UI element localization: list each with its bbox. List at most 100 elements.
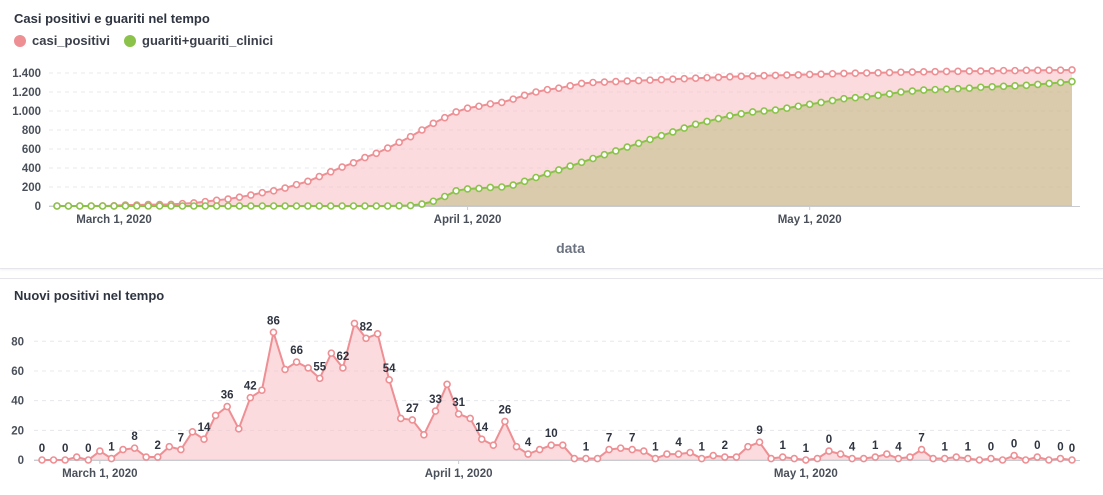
data-point [535,445,544,454]
data-label: 0 [62,443,68,455]
data-point [714,73,723,82]
y-tick-label: 400 [22,163,41,175]
data-point [1068,66,1076,74]
data-point [634,139,643,148]
data-point [463,185,472,193]
data-point [121,202,130,210]
data-point [520,177,529,186]
data-point [612,77,620,86]
data-point [600,78,609,86]
data-point [703,73,711,82]
data-label: 1 [941,442,948,454]
data-point [269,187,278,195]
data-point [871,453,880,461]
data-point [130,444,139,452]
data-point [851,69,860,77]
data-label: 82 [360,321,373,333]
data-label: 0 [1057,442,1063,454]
data-point [1033,453,1042,461]
data-point [558,441,567,449]
data-point [589,154,597,163]
data-point [211,411,220,420]
data-point [940,454,949,463]
data-point [1068,456,1076,464]
data-point [406,132,415,141]
data-point [874,69,882,77]
data-label: 27 [406,403,419,415]
data-point [72,453,81,461]
data-label: 54 [383,363,396,375]
data-point [1045,79,1053,88]
data-point [338,202,346,210]
data-label: 0 [1011,439,1017,451]
data-point [623,143,632,151]
data-label: 0 [826,434,832,446]
data-point [532,88,540,96]
data-point [998,456,1007,464]
data-point [999,82,1008,91]
data-point [258,386,266,395]
legend-label-casi-positivi: casi_positivi [32,33,111,48]
data-point [589,78,597,87]
data-point [965,84,974,92]
data-point [119,445,127,454]
data-point [292,180,301,189]
data-point [96,447,104,455]
data-point [771,106,780,114]
y-tick-label: 200 [22,182,41,194]
data-point [543,85,552,94]
data-point [372,149,381,158]
data-point [760,107,768,115]
data-point [144,202,153,210]
data-point [874,91,882,100]
cumulative-chart-svg[interactable]: 0 200 400 600 800 1.000 1.200 1.400 March 1, 202… [0,0,1103,268]
data-point [304,364,312,372]
data-point [165,442,174,451]
data-point [87,202,96,210]
data-point [828,96,837,105]
data-point [1011,66,1019,75]
data-point [315,374,324,383]
data-point [475,184,483,193]
data-point [657,75,666,84]
data-point [1056,454,1065,463]
data-point [790,454,799,463]
x-tick-label: April 1, 2020 [425,468,493,480]
data-point [177,445,185,454]
data-point [748,72,757,80]
data-point [680,74,689,83]
data-point [840,69,848,78]
data-label: 0 [988,442,994,454]
data-point [726,111,734,120]
data-point [269,328,278,337]
data-point [489,441,498,449]
x-tick-label: April 1, 2020 [434,214,502,226]
data-point [385,376,393,384]
data-point [110,202,118,210]
legend-item-guariti[interactable]: guariti+guariti_clinici [124,33,273,48]
x-tick-label: May 1, 2020 [774,468,838,480]
data-point [429,119,438,128]
data-label: 4 [849,442,856,454]
data-point [486,100,495,108]
data-point [802,456,810,464]
data-point [593,454,602,463]
data-point [737,110,746,118]
chart-legend: casi_positivi guariti+guariti_clinici [14,33,273,48]
data-point [61,456,69,464]
data-point [190,202,198,210]
data-point [894,454,903,463]
data-label: 26 [499,404,512,416]
data-label: 42 [244,381,257,393]
data-point [408,416,417,424]
data-point [188,428,197,436]
data-point [420,430,428,439]
y-tick-label: 1.400 [12,68,41,80]
legend-item-casi-positivi[interactable]: casi_positivi [14,33,110,48]
data-point [554,166,563,174]
data-point [691,74,700,83]
data-point [794,102,803,111]
data-point [669,128,677,136]
data-point [475,102,483,111]
